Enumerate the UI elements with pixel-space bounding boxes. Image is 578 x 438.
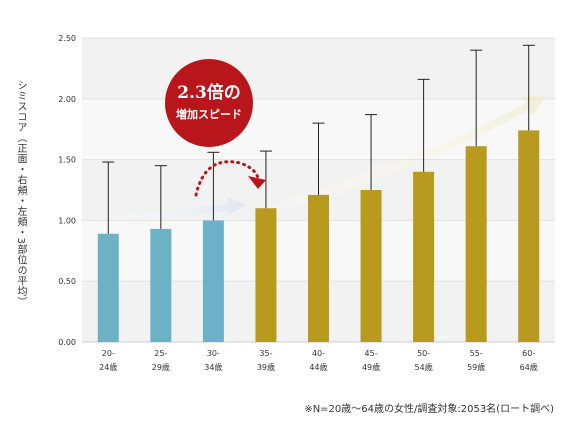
x-tick-label: 54歳 [415,362,433,372]
x-tick-label: 34歳 [204,362,222,372]
grid-band [82,38,555,99]
dotted-arrow-path [194,160,260,197]
y-tick-label: 1.50 [58,156,76,165]
x-tick-label: 59歳 [467,362,485,372]
x-tick-label: 64歳 [520,362,538,372]
bar [255,208,277,342]
speed-callout: 2.3倍の 増加スピード [165,59,253,147]
trend-arrows [90,96,546,227]
x-tick-label: 29歳 [152,362,170,372]
bar [97,233,119,342]
error-bars [102,44,535,234]
x-tick-label: 35- [259,349,272,358]
callout-line1: 2.3倍の [177,82,241,103]
bar [202,220,224,342]
x-tick-label: 20- [102,349,115,358]
y-tick-label: 2.50 [58,34,76,43]
y-tick-label: 1.00 [58,216,76,225]
x-tick-label: 39歳 [257,362,275,372]
y-axis-title: シミスコア（正面・右頬・左頬・3部位の平均） [15,80,26,308]
x-tick-label: 44歳 [309,362,327,372]
y-tick-label: 0.50 [58,277,76,286]
x-tick-label: 49歳 [362,362,380,372]
x-tick-label: 30- [207,349,220,358]
x-tick-label: 50- [417,349,430,358]
dotted-arrow [194,160,266,197]
trend-arrow-young [90,196,246,227]
x-axis: 20- 24歳 25- 29歳 30- 34歳 35- 39歳 40- 44歳 45- 49歳 50- 5… [99,349,538,372]
x-tick-label: 40- [312,349,325,358]
bar [465,146,487,342]
x-tick-label: 60- [522,349,535,358]
x-tick-label: 25- [154,349,167,358]
y-tick-label: 2.00 [58,95,76,104]
bar [150,228,172,342]
bar [413,171,435,342]
bar [360,190,382,342]
dotted-arrow-head [248,176,266,189]
callout-circle [165,59,253,147]
x-tick-label: 24歳 [99,362,117,372]
x-tick-label: 45- [365,349,378,358]
y-tick-label: 0.00 [58,338,76,347]
bar [518,130,540,342]
callout-line2: 増加スピード [176,107,242,121]
x-tick-label: 55- [470,349,483,358]
footnote: ※N=20歳～64歳の女性/調査対象:2053名(ロート調べ) [304,404,554,415]
bar [308,194,329,342]
trend-arrow-old [245,96,546,220]
bars [97,130,540,342]
